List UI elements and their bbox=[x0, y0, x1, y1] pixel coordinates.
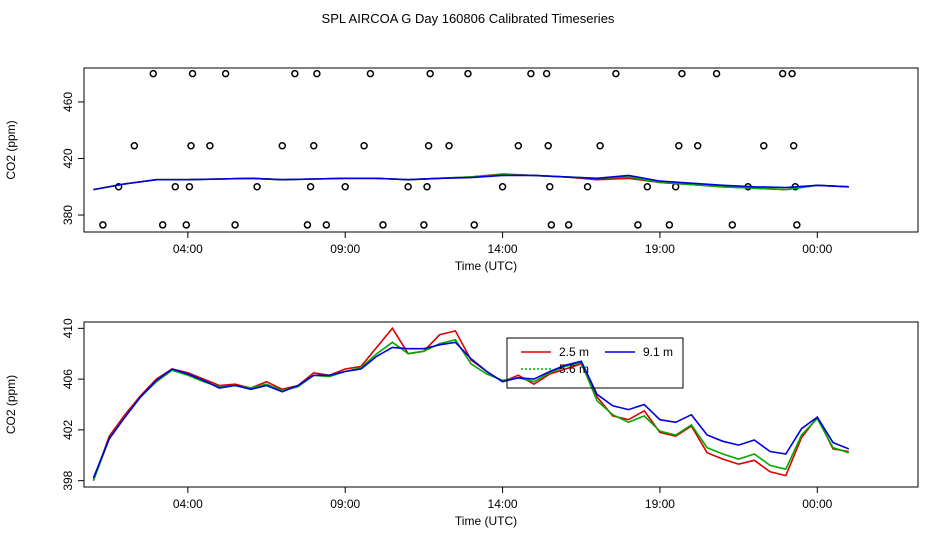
data-point bbox=[309, 142, 318, 150]
data-point bbox=[671, 183, 680, 191]
data-point bbox=[114, 183, 123, 191]
data-point bbox=[546, 183, 554, 191]
data-point bbox=[206, 142, 214, 150]
bottom-panel: 04:00 09:00 14:00 19:00 00:00 Time (UTC) 398 40… bbox=[4, 318, 919, 528]
top-panel: 04:00 09:00 14:00 19:00 00:00 Time (UTC) 380 42… bbox=[4, 67, 919, 273]
data-layer bbox=[93, 69, 849, 229]
data-point bbox=[675, 142, 683, 150]
data-point bbox=[634, 221, 642, 229]
data-point bbox=[470, 221, 478, 229]
data-point bbox=[728, 221, 737, 229]
y-axis-label: CO2 (ppm) bbox=[4, 375, 18, 434]
data-point bbox=[366, 69, 375, 78]
data-point bbox=[583, 183, 592, 191]
data-point bbox=[158, 221, 167, 229]
x-tick-label: 04:00 bbox=[173, 497, 203, 511]
data-point bbox=[341, 183, 349, 191]
x-tick-label: 19:00 bbox=[645, 242, 675, 256]
data-point bbox=[760, 142, 768, 150]
data-point bbox=[188, 69, 197, 78]
data-point bbox=[789, 142, 798, 150]
data-point bbox=[130, 142, 139, 150]
x-tick-label: 04:00 bbox=[173, 242, 203, 256]
data-point bbox=[185, 183, 194, 191]
y-tick-label: 380 bbox=[61, 205, 75, 225]
data-point bbox=[182, 221, 191, 229]
data-point bbox=[544, 142, 552, 150]
data-layer bbox=[92, 326, 850, 481]
y-tick-label: 402 bbox=[61, 420, 75, 440]
data-point bbox=[643, 183, 652, 191]
legend: 2.5 m 5.6 m 9.1 m bbox=[506, 337, 684, 389]
legend-box bbox=[506, 337, 684, 389]
data-point bbox=[678, 69, 686, 78]
data-point bbox=[788, 69, 796, 78]
data-point bbox=[564, 221, 573, 229]
data-point bbox=[712, 69, 721, 78]
y-tick-label: 398 bbox=[61, 470, 75, 490]
legend-label: 2.5 m bbox=[559, 345, 589, 359]
data-point bbox=[527, 69, 535, 78]
data-point bbox=[514, 142, 523, 150]
data-point bbox=[426, 69, 434, 78]
series-line-2-5-m bbox=[92, 326, 849, 481]
data-point bbox=[420, 221, 428, 229]
data-point bbox=[313, 69, 321, 78]
series-line-9-1-m bbox=[93, 174, 849, 191]
x-tick-label: 00:00 bbox=[802, 497, 832, 511]
data-point bbox=[464, 69, 472, 78]
data-point bbox=[404, 183, 412, 191]
data-point bbox=[793, 221, 801, 229]
data-point bbox=[612, 69, 620, 78]
x-tick-label: 19:00 bbox=[645, 497, 675, 511]
data-point bbox=[423, 183, 431, 191]
legend-label: 5.6 m bbox=[559, 362, 589, 376]
data-point bbox=[360, 142, 368, 150]
data-point bbox=[303, 221, 312, 229]
x-tick-label: 14:00 bbox=[488, 497, 518, 511]
data-point bbox=[149, 69, 157, 78]
y-tick-label: 460 bbox=[61, 92, 75, 112]
x-axis-label: Time (UTC) bbox=[455, 259, 517, 273]
data-point bbox=[253, 183, 261, 191]
data-point bbox=[322, 221, 331, 229]
data-point bbox=[187, 142, 195, 150]
figure-title: SPL AIRCOA G Day 160806 Calibrated Times… bbox=[322, 11, 615, 26]
data-point bbox=[547, 221, 556, 229]
data-point bbox=[221, 69, 230, 78]
y-tick-label: 406 bbox=[61, 369, 75, 389]
data-point bbox=[498, 183, 507, 191]
data-point bbox=[171, 183, 180, 191]
data-point bbox=[693, 142, 702, 150]
plot-frame bbox=[83, 321, 919, 488]
data-point bbox=[445, 142, 453, 150]
data-point bbox=[99, 221, 107, 229]
data-point bbox=[665, 221, 674, 229]
y-tick-label: 410 bbox=[61, 318, 75, 338]
data-point bbox=[596, 142, 604, 150]
x-tick-label: 09:00 bbox=[330, 497, 360, 511]
legend-label: 9.1 m bbox=[643, 345, 673, 359]
data-point bbox=[278, 142, 287, 150]
data-point bbox=[291, 69, 299, 78]
plot-frame bbox=[83, 67, 919, 233]
series-line-5-6-m bbox=[92, 338, 850, 481]
data-point bbox=[231, 221, 239, 229]
series-line-9-1-m bbox=[92, 341, 850, 479]
data-point bbox=[424, 142, 433, 150]
x-tick-label: 00:00 bbox=[802, 242, 832, 256]
y-axis-label: CO2 (ppm) bbox=[4, 120, 18, 179]
data-point bbox=[379, 221, 387, 229]
data-point bbox=[306, 183, 315, 191]
data-point bbox=[778, 69, 787, 78]
x-axis-label: Time (UTC) bbox=[455, 514, 517, 528]
y-tick-label: 420 bbox=[61, 148, 75, 168]
x-tick-label: 09:00 bbox=[330, 242, 360, 256]
x-tick-label: 14:00 bbox=[488, 242, 518, 256]
data-point bbox=[542, 69, 551, 78]
